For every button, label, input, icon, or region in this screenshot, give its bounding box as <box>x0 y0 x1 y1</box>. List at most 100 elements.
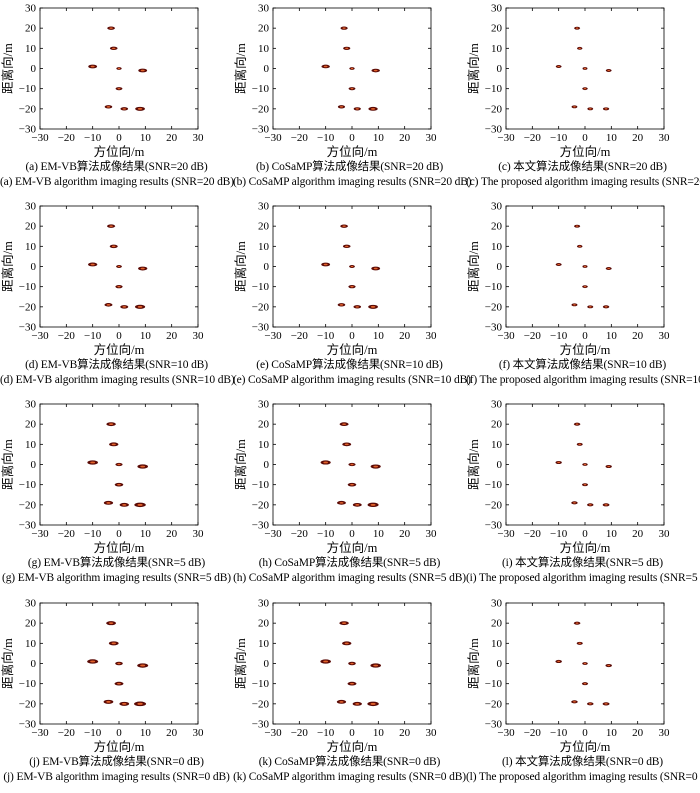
scatter-point-core <box>350 662 354 665</box>
chart-panel-g: −30 −20 −10 0 10 20 30 30 20 10 0 −10 −20 −30 方位向/m 距离向… <box>0 396 233 594</box>
chart-panel-d: −30 −20 −10 0 10 20 30 30 20 10 0 −10 −20 −30 方位向/m 距离向… <box>0 198 235 396</box>
scatter-point-core <box>370 305 376 308</box>
scatter-point-core <box>323 660 329 663</box>
y-tick-label: 30 <box>491 399 503 411</box>
y-tick-label: −20 <box>252 301 270 313</box>
x-tick-label: 30 <box>659 727 671 739</box>
y-tick-label: 0 <box>264 63 270 75</box>
x-axis-label: 方位向/m <box>327 144 378 159</box>
scatter-point-core <box>350 483 354 486</box>
scatter-point-core <box>116 682 122 685</box>
scatter-point-core <box>583 662 587 665</box>
scatter-point-core <box>323 263 328 266</box>
scatter-point-core <box>323 461 328 464</box>
chart-panel-j: −30 −20 −10 0 10 20 30 30 20 10 0 −10 −20 −30 方位向/m 距离向… <box>0 595 233 793</box>
scatter-point-core <box>342 423 347 426</box>
x-axis-label: 方位向/m <box>560 144 611 159</box>
scatter-point-core <box>342 27 346 29</box>
x-tick-label: 10 <box>606 528 618 540</box>
x-tick-label: −10 <box>84 528 102 540</box>
y-tick-label: 20 <box>491 419 503 431</box>
x-tick-label: 20 <box>166 132 178 144</box>
y-tick-label: −30 <box>485 520 503 532</box>
y-axis-label: 距离向/m <box>233 43 248 94</box>
x-tick-label: −30 <box>264 727 282 739</box>
x-tick-label: 0 <box>582 132 588 144</box>
scatter-point-core <box>106 106 111 108</box>
scatter-point-core <box>106 304 111 306</box>
chart-panel-f: −30 −20 −10 0 10 20 30 30 20 10 0 −10 −20 −30 方位向/m 距离向… <box>466 198 700 396</box>
y-tick-label: −20 <box>485 103 503 115</box>
scatter-point-core <box>583 484 587 486</box>
scatter-point-core <box>117 87 121 90</box>
caption-english: (e) CoSaMP algorithm imaging results (SN… <box>233 374 471 386</box>
scatter-point-core <box>117 483 121 486</box>
y-tick-label: 10 <box>258 439 270 451</box>
y-tick-label: 10 <box>25 439 37 451</box>
chart-panel-a: −30 −20 −10 0 10 20 30 30 20 10 0 −10 −20 −30 方位向/m 距离向… <box>0 0 234 198</box>
scatter-point-core <box>573 502 576 504</box>
x-tick-label: 0 <box>582 330 588 342</box>
scatter-point-core <box>575 423 579 425</box>
scatter-point-core <box>344 642 349 645</box>
x-tick-label: 30 <box>659 528 671 540</box>
scatter-point-core <box>373 69 378 72</box>
scatter-point-core <box>137 702 143 705</box>
chart-panel-b: −30 −20 −10 0 10 20 30 30 20 10 0 −10 −20 −30 方位向/m 距离向… <box>233 0 472 198</box>
y-tick-label: 10 <box>258 638 270 650</box>
scatter-point-core <box>578 245 581 247</box>
scatter-point-core <box>607 664 611 667</box>
x-tick-label: −30 <box>497 330 515 342</box>
y-tick-label: −10 <box>252 479 270 491</box>
scatter-point-core <box>112 47 116 50</box>
y-tick-label: −10 <box>485 479 503 491</box>
x-axis-label: 方位向/m <box>327 540 378 555</box>
scatter-plot: −30 −20 −10 0 10 20 30 30 20 10 0 −10 −20 −30 方位向/m 距离向… <box>0 598 204 755</box>
x-tick-label: 30 <box>426 330 438 342</box>
scatter-point-core <box>339 700 344 703</box>
scatter-point-core <box>122 306 127 308</box>
x-tick-label: −20 <box>524 132 542 144</box>
y-tick-label: 20 <box>258 221 270 233</box>
y-tick-label: −10 <box>252 83 270 95</box>
x-tick-label: −10 <box>317 727 335 739</box>
scatter-point-core <box>588 504 592 506</box>
caption-chinese: (k) CoSaMP算法成像结果(SNR=0 dB) <box>258 756 441 768</box>
x-tick-label: −20 <box>291 132 309 144</box>
scatter-point-core <box>345 245 349 248</box>
y-tick-label: 0 <box>497 459 503 471</box>
scatter-plot: −30 −20 −10 0 10 20 30 30 20 10 0 −10 −20 −30 方位向/m 距离向… <box>466 3 670 160</box>
y-tick-label: 20 <box>491 221 503 233</box>
caption-english: (i) The proposed algorithm imaging resul… <box>466 572 700 584</box>
y-tick-label: 0 <box>497 261 503 273</box>
x-tick-label: 10 <box>373 528 385 540</box>
y-tick-label: 10 <box>258 43 270 55</box>
scatter-point-core <box>604 108 608 110</box>
x-tick-label: −30 <box>31 330 49 342</box>
y-tick-label: 0 <box>264 658 270 670</box>
x-tick-label: 0 <box>116 727 122 739</box>
scatter-point-core <box>583 286 587 288</box>
scatter-point-core <box>557 660 561 663</box>
x-tick-label: 10 <box>606 330 618 342</box>
scatter-plot: −30 −20 −10 0 10 20 30 30 20 10 0 −10 −20 −30 方位向/m 距离向… <box>233 598 437 755</box>
y-tick-label: −10 <box>485 83 503 95</box>
y-tick-label: −30 <box>485 719 503 731</box>
y-tick-label: 20 <box>258 419 270 431</box>
x-tick-label: −20 <box>291 528 309 540</box>
scatter-point-core <box>140 69 145 72</box>
x-tick-label: −10 <box>84 330 102 342</box>
scatter-plot: −30 −20 −10 0 10 20 30 30 20 10 0 −10 −20 −30 方位向/m 距离向… <box>233 399 437 556</box>
x-tick-label: −20 <box>58 330 76 342</box>
x-axis-label: 方位向/m <box>327 342 378 357</box>
scatter-point-core <box>140 664 146 667</box>
scatter-point-core <box>350 463 354 466</box>
scatter-point-core <box>137 107 143 110</box>
y-tick-label: −30 <box>19 719 37 731</box>
scatter-point-core <box>111 443 116 446</box>
y-tick-label: −10 <box>252 281 270 293</box>
y-tick-label: −10 <box>19 479 37 491</box>
scatter-point-core <box>106 501 111 504</box>
caption-chinese: (j) EM-VB算法成像结果(SNR=0 dB) <box>29 756 204 768</box>
